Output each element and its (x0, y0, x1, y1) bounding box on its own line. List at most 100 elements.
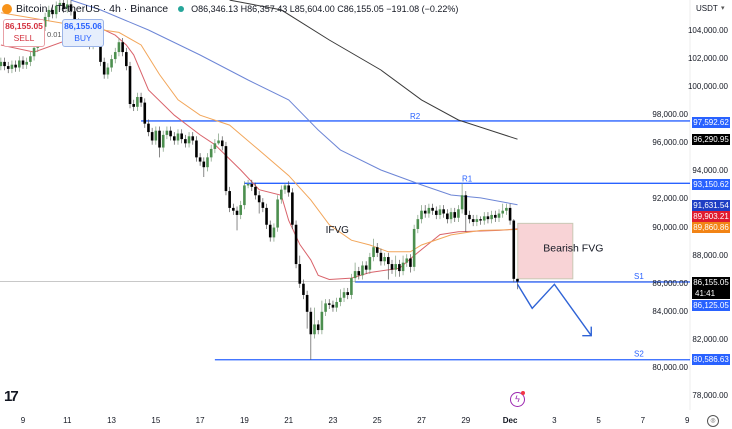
candle (261, 198, 265, 213)
candle (69, 0, 73, 16)
price-tick-label: 94,000.00 (692, 166, 728, 176)
candle-body (195, 140, 198, 158)
arrowhead-icon (582, 326, 592, 337)
candle (434, 206, 438, 220)
price-tag: 93,150.62 (692, 179, 730, 190)
candle (254, 182, 257, 200)
candle-body (405, 258, 409, 263)
candle (298, 255, 302, 288)
candle (446, 209, 449, 224)
candle (6, 61, 10, 74)
candle (268, 220, 272, 242)
candle (416, 214, 420, 234)
candle-body (3, 61, 6, 67)
candle-body (209, 148, 213, 158)
candle (508, 203, 512, 225)
price-tag-value: 93,150.62 (693, 180, 729, 189)
symbol-title[interactable]: Bitcoin / TetherUS · 4h · Binance (16, 3, 169, 15)
moving-average-line-1 (0, 27, 518, 281)
price-tag: 89,860.86 (692, 222, 730, 233)
candle-body (143, 102, 147, 124)
candle (176, 129, 180, 145)
candle-body (220, 140, 224, 147)
candle-body (357, 271, 361, 276)
candle (228, 186, 231, 213)
candle (401, 255, 405, 276)
candle (172, 132, 176, 145)
candle-body (158, 130, 161, 148)
candle (505, 203, 508, 215)
candle-body (412, 228, 416, 267)
time-tick-label: 15 (151, 416, 161, 425)
candle (257, 191, 261, 214)
price-tick-label: 86,000.00 (652, 278, 688, 288)
candle (379, 248, 383, 266)
price-tick-label: 80,000.00 (652, 362, 688, 372)
candle (18, 56, 21, 72)
candle (364, 261, 368, 274)
candle (420, 205, 423, 224)
candle-body (298, 264, 302, 284)
candle-body (280, 189, 283, 200)
candle (353, 262, 357, 283)
candle (246, 179, 250, 189)
candle-body (442, 209, 445, 214)
price-tag: 91,631.54 (692, 200, 730, 211)
candle (327, 299, 331, 309)
price-tag: 97,592.62 (692, 117, 730, 128)
candle-body (165, 130, 169, 135)
sell-button[interactable]: 86,155.05 SELL (3, 19, 45, 47)
settings-icon[interactable]: ◎ (707, 415, 719, 427)
chevron-down-icon[interactable]: ▾ (721, 5, 725, 12)
candle-body (482, 216, 486, 221)
time-tick-label: 7 (640, 416, 646, 425)
price-tag: 96,290.95 (692, 134, 730, 145)
candle (213, 139, 217, 154)
candle-body (309, 311, 313, 335)
candle (187, 132, 191, 148)
candle-body (361, 265, 364, 276)
candle-body (375, 247, 379, 253)
candle-body (453, 212, 457, 218)
candle-body (446, 213, 449, 220)
candle (431, 203, 434, 215)
candle-body (449, 212, 453, 220)
candle (320, 300, 324, 335)
candle-body (147, 123, 150, 133)
candle (276, 195, 279, 232)
lightning-icon[interactable]: ϟ (510, 392, 525, 407)
candle (471, 214, 475, 227)
candle-body (136, 96, 139, 107)
candle-body (350, 278, 353, 295)
candle (309, 307, 313, 360)
currency-unit-select[interactable]: USDT (696, 4, 718, 13)
candle-body (261, 202, 265, 208)
candle-body (73, 11, 76, 23)
buy-button[interactable]: 86,155.06 BUY (62, 19, 104, 47)
price-tick-label: 82,000.00 (692, 334, 728, 344)
price-tag-value: 97,592.62 (693, 118, 729, 127)
candle-body (287, 185, 290, 193)
price-tick-label: 78,000.00 (692, 391, 728, 401)
candle (143, 98, 147, 128)
candle-body (106, 67, 110, 75)
candle (486, 212, 490, 224)
candle (460, 183, 464, 214)
tradingview-logo-icon[interactable]: 17 (4, 388, 19, 405)
candle (106, 63, 110, 79)
candle (331, 300, 335, 312)
candle (113, 47, 117, 64)
candle (512, 219, 516, 283)
time-tick-label: 25 (372, 416, 382, 425)
candle (110, 54, 113, 72)
candle (243, 181, 246, 210)
candle-body (379, 252, 383, 262)
candle-body (14, 64, 17, 68)
candle-body (497, 213, 501, 218)
candle-body (438, 209, 442, 215)
candle (217, 133, 220, 145)
candle (3, 57, 6, 71)
price-tick-label: 104,000.00 (687, 26, 728, 35)
market-open-icon (178, 6, 185, 12)
